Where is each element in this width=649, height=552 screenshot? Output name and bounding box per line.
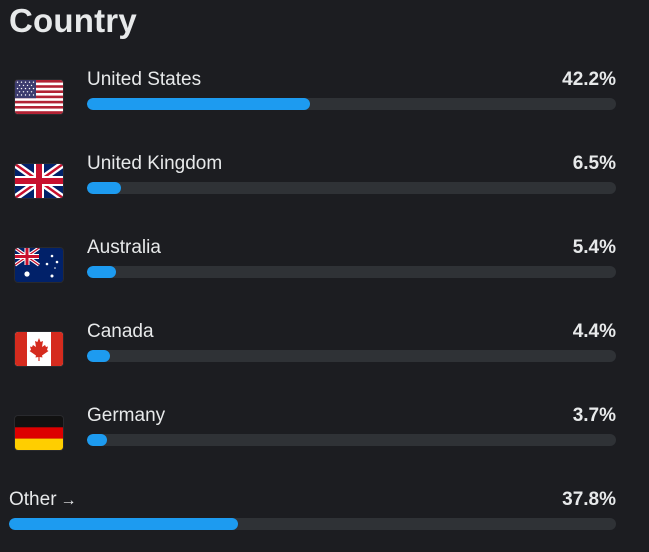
progress-track bbox=[87, 350, 616, 362]
progress-fill bbox=[87, 98, 311, 110]
other-link[interactable]: Other → bbox=[9, 489, 77, 511]
us-flag-icon bbox=[15, 80, 63, 114]
country-row-germany: Germany 3.7% bbox=[0, 400, 649, 484]
country-row-united-states: United States 42.2% bbox=[0, 64, 649, 148]
progress-fill bbox=[87, 266, 116, 278]
section-title: Country bbox=[9, 2, 137, 39]
other-progress-track bbox=[9, 518, 616, 530]
other-progress-fill bbox=[9, 518, 239, 530]
country-percent: 42.2% bbox=[562, 69, 616, 90]
progress-fill bbox=[87, 182, 122, 194]
uk-flag-icon bbox=[15, 164, 63, 198]
progress-fill bbox=[87, 434, 107, 446]
other-label: Other bbox=[9, 489, 57, 510]
progress-track bbox=[87, 182, 616, 194]
country-name: Australia bbox=[87, 237, 161, 258]
progress-track bbox=[87, 434, 616, 446]
country-percent: 3.7% bbox=[572, 405, 616, 426]
country-percent: 4.4% bbox=[572, 321, 616, 342]
progress-fill bbox=[87, 350, 111, 362]
country-name: Canada bbox=[87, 321, 154, 342]
country-percent: 6.5% bbox=[572, 153, 616, 174]
arrow-right-icon: → bbox=[60, 492, 77, 509]
country-name: United States bbox=[87, 69, 202, 90]
country-name: Germany bbox=[87, 405, 166, 426]
country-name: United Kingdom bbox=[87, 153, 223, 174]
australia-flag-icon bbox=[15, 248, 63, 282]
other-percent: 37.8% bbox=[562, 489, 616, 510]
canada-flag-icon bbox=[15, 332, 63, 366]
country-row-australia: Australia 5.4% bbox=[0, 232, 649, 316]
country-percent: 5.4% bbox=[572, 237, 616, 258]
progress-track bbox=[87, 98, 616, 110]
country-row-canada: Canada 4.4% bbox=[0, 316, 649, 400]
germany-flag-icon bbox=[15, 416, 63, 450]
progress-track bbox=[87, 266, 616, 278]
country-row-united-kingdom: United Kingdom 6.5% bbox=[0, 148, 649, 232]
